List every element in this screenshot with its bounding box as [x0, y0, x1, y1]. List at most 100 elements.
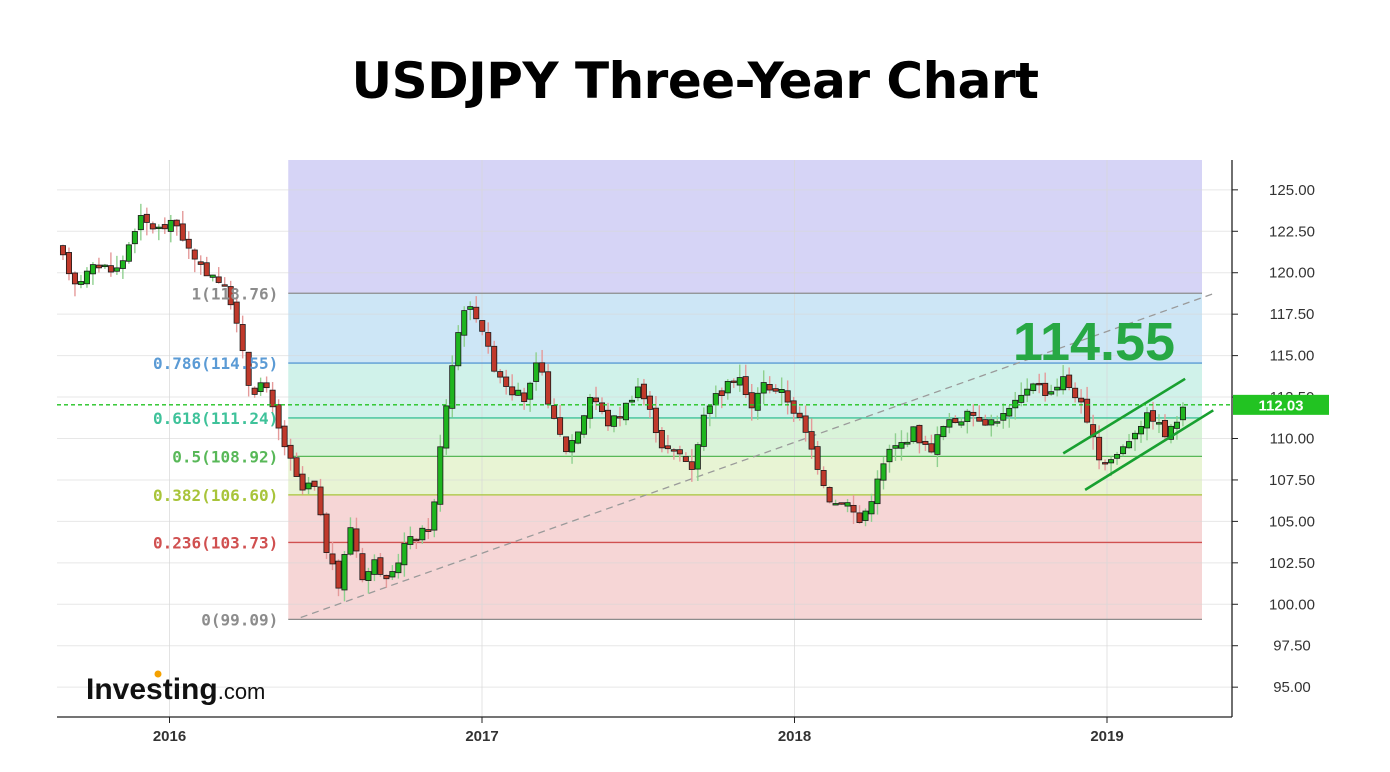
candle-down	[599, 402, 606, 413]
candle-down	[664, 445, 671, 450]
fib-label: 0.618(111.24)	[153, 409, 278, 428]
candle-down	[245, 351, 252, 386]
candle-up	[1000, 413, 1007, 421]
candle-up	[1120, 446, 1127, 455]
candle-down	[497, 371, 504, 378]
candle-down	[563, 436, 570, 453]
candle-down	[1078, 397, 1085, 403]
candle-up	[1108, 459, 1115, 464]
candle-down	[557, 417, 564, 435]
candle-down	[670, 449, 677, 452]
current-price-label: 112.03	[1258, 397, 1303, 414]
candle-up	[407, 536, 414, 545]
candle-down	[808, 431, 815, 450]
candle-down	[646, 395, 653, 410]
candle-down	[676, 449, 683, 455]
candle-down	[353, 528, 360, 552]
candle-up	[634, 386, 641, 399]
candle-up	[431, 501, 438, 531]
candle-up	[904, 441, 911, 445]
candle-up	[874, 478, 881, 505]
candle-down	[197, 261, 204, 265]
candle-up	[964, 410, 971, 422]
y-tick-label: 107.50	[1269, 472, 1315, 489]
candle-up	[347, 527, 354, 555]
candle-up	[305, 482, 312, 490]
candle-down	[784, 390, 791, 403]
candle-up	[83, 270, 90, 285]
candle-down	[233, 301, 240, 324]
candle-down	[491, 345, 498, 372]
candle-up	[257, 382, 264, 393]
fib-label: 0.382(106.60)	[153, 486, 278, 505]
candle-up	[209, 274, 216, 278]
candle-up	[365, 571, 372, 581]
candle-up	[341, 554, 348, 591]
candle-down	[742, 376, 749, 396]
grid-lines	[57, 160, 1232, 717]
candle-up	[1138, 425, 1145, 435]
candle-down	[65, 252, 72, 275]
candle-up	[694, 444, 701, 470]
candle-down	[227, 286, 234, 306]
candle-down	[604, 409, 611, 427]
candle-down	[359, 553, 366, 581]
candle-down	[1066, 374, 1073, 389]
candle-up	[467, 306, 474, 310]
candle-up	[137, 215, 144, 231]
candle-up	[910, 426, 917, 443]
candle-down	[329, 553, 336, 565]
candle-down	[299, 473, 306, 491]
candle-up	[700, 414, 707, 447]
fib-label: 0.5(108.92)	[172, 447, 278, 466]
candle-up	[515, 389, 522, 396]
candle-down	[539, 362, 546, 373]
candle-down	[473, 306, 480, 320]
fib-zone-top	[288, 160, 1202, 294]
candle-down	[1161, 420, 1168, 438]
candle-down	[107, 265, 114, 273]
fib-label: 0.236(103.73)	[153, 533, 278, 552]
y-tick-label: 110.00	[1270, 431, 1315, 448]
candle-down	[59, 245, 66, 256]
candle-down	[521, 392, 528, 403]
price-channel	[1062, 377, 1214, 491]
candle-down	[928, 443, 935, 453]
candle-down	[748, 392, 755, 409]
candle-up	[77, 281, 84, 285]
candle-down	[802, 415, 809, 433]
channel-upper-line	[1062, 377, 1186, 455]
candle-up	[401, 543, 408, 566]
candle-down	[976, 416, 983, 422]
candle-up	[1012, 399, 1019, 409]
brand-suffix: .com	[218, 679, 266, 704]
candle-up	[844, 502, 851, 507]
candle-down	[850, 504, 857, 513]
candle-down	[796, 412, 803, 418]
candle-up	[622, 402, 629, 421]
y-tick-label: 105.00	[1269, 513, 1315, 530]
candle-down	[335, 560, 342, 589]
candle-down	[688, 461, 695, 470]
candle-up	[131, 231, 138, 245]
candle-down	[982, 419, 989, 426]
candle-down	[221, 284, 228, 287]
candle-down	[826, 487, 833, 503]
candle-up	[1060, 376, 1067, 391]
candle-up	[569, 440, 576, 453]
candle-down	[640, 383, 647, 400]
candle-down	[425, 529, 432, 532]
candle-up	[119, 260, 126, 269]
candle-up	[994, 421, 1001, 424]
candle-down	[545, 371, 552, 405]
candle-up	[1179, 406, 1186, 421]
y-tick-label: 115.00	[1270, 348, 1315, 365]
candle-up	[1173, 421, 1180, 429]
candle-down	[593, 397, 600, 403]
y-tick-label: 97.50	[1273, 638, 1311, 655]
chart-title: USDJPY Three-Year Chart	[351, 52, 1040, 110]
candle-up	[706, 405, 713, 414]
y-tick-label: 125.00	[1269, 182, 1315, 199]
x-axis-ticks: 2016 2017 2018 2019	[153, 717, 1124, 745]
candle-up	[868, 501, 875, 515]
